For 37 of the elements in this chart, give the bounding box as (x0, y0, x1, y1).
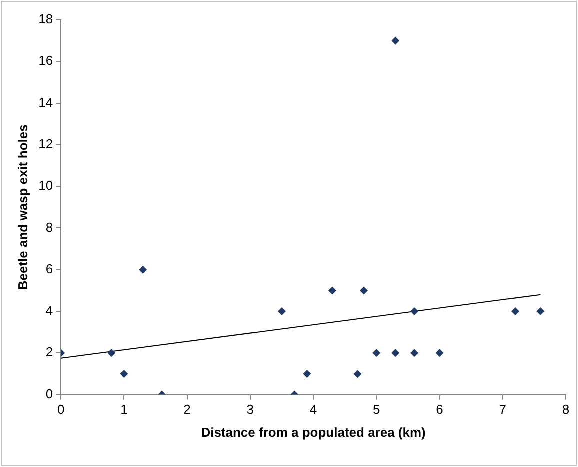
x-tick-label: 7 (499, 402, 506, 418)
y-tick-label: 0 (46, 386, 54, 402)
y-tick-label: 6 (46, 261, 54, 276)
y-tick-label: 2 (46, 344, 54, 360)
x-tick-label: 4 (310, 402, 318, 418)
x-tick-label: 8 (562, 402, 570, 418)
point (436, 349, 444, 358)
y-tick-label: 10 (38, 178, 54, 194)
point (512, 308, 520, 316)
y-tick-label: 4 (46, 303, 54, 318)
point (410, 349, 419, 358)
x-tick-label: 5 (373, 402, 380, 418)
point (139, 266, 148, 274)
y-tick-label: 8 (46, 220, 54, 235)
y-tick-label: 16 (38, 53, 54, 68)
point (108, 349, 116, 358)
point (120, 370, 128, 378)
point (392, 349, 400, 358)
x-tick-label: 6 (436, 402, 444, 418)
point (372, 349, 381, 358)
y-tick-label: 14 (38, 94, 54, 110)
x-tick-label: 0 (57, 402, 65, 418)
point (536, 308, 545, 316)
point (303, 370, 312, 378)
point (354, 370, 362, 378)
x-tick-label: 1 (120, 402, 128, 418)
x-tick-label: 2 (184, 402, 191, 418)
x-axis-title: Distance from a populated area (km) (201, 424, 426, 440)
point (278, 308, 286, 316)
y-tick-label: 18 (38, 12, 54, 27)
y-axis-title: Beetle and wasp exit holes (15, 124, 30, 290)
point (410, 308, 419, 316)
point (328, 286, 336, 295)
y-tick-label: 12 (38, 136, 54, 152)
x-tick-label: 3 (246, 402, 254, 418)
point (360, 286, 368, 295)
point (392, 36, 400, 45)
